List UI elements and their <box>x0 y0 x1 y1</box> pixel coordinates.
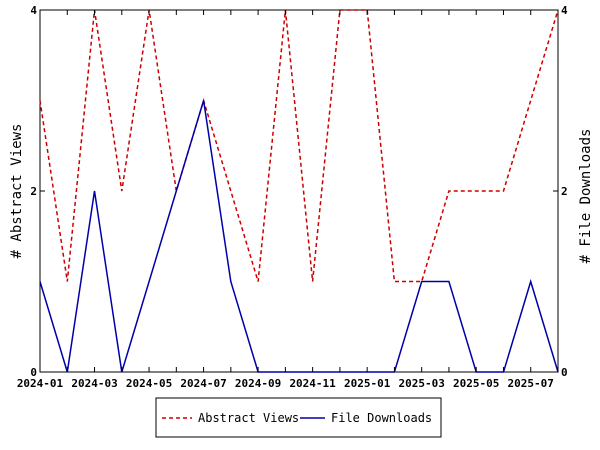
legend-label-file-downloads: File Downloads <box>331 411 432 425</box>
x-tick-label: 2024-05 <box>126 377 172 390</box>
x-tick-label: 2024-07 <box>180 377 226 390</box>
x-tick-label: 2024-11 <box>289 377 336 390</box>
y-tick-label-left: 2 <box>30 185 37 198</box>
legend: Abstract Views File Downloads <box>155 397 442 438</box>
y-tick-label-right: 0 <box>561 366 568 379</box>
series-line-abstract-views <box>39 9 559 283</box>
legend-box <box>155 397 442 438</box>
x-tick-label: 2024-09 <box>235 377 281 390</box>
plot-area <box>39 9 559 373</box>
y-tick-label-left: 0 <box>30 366 37 379</box>
legend-label-abstract-views: Abstract Views <box>198 411 299 425</box>
y-tick-label-right: 4 <box>561 4 568 17</box>
x-tick-label: 2024-01 <box>17 377 64 390</box>
right-axis-title: # File Downloads <box>578 129 594 264</box>
axis-ticks: 2024-01 2024-03 2024-05 2024-07 2024-09 2024-… <box>17 4 568 390</box>
x-tick-label: 2025-03 <box>399 377 445 390</box>
x-tick-label: 2025-07 <box>508 377 554 390</box>
series-line-file-downloads <box>39 100 559 373</box>
y-tick-label-right: 2 <box>561 185 568 198</box>
y-tick-label-left: 4 <box>30 4 37 17</box>
series-lines <box>39 9 559 373</box>
x-tick-label: 2025-05 <box>453 377 499 390</box>
x-tick-label: 2025-01 <box>344 377 391 390</box>
left-axis-title: # Abstract Views <box>9 124 25 259</box>
x-tick-label: 2024-03 <box>71 377 117 390</box>
